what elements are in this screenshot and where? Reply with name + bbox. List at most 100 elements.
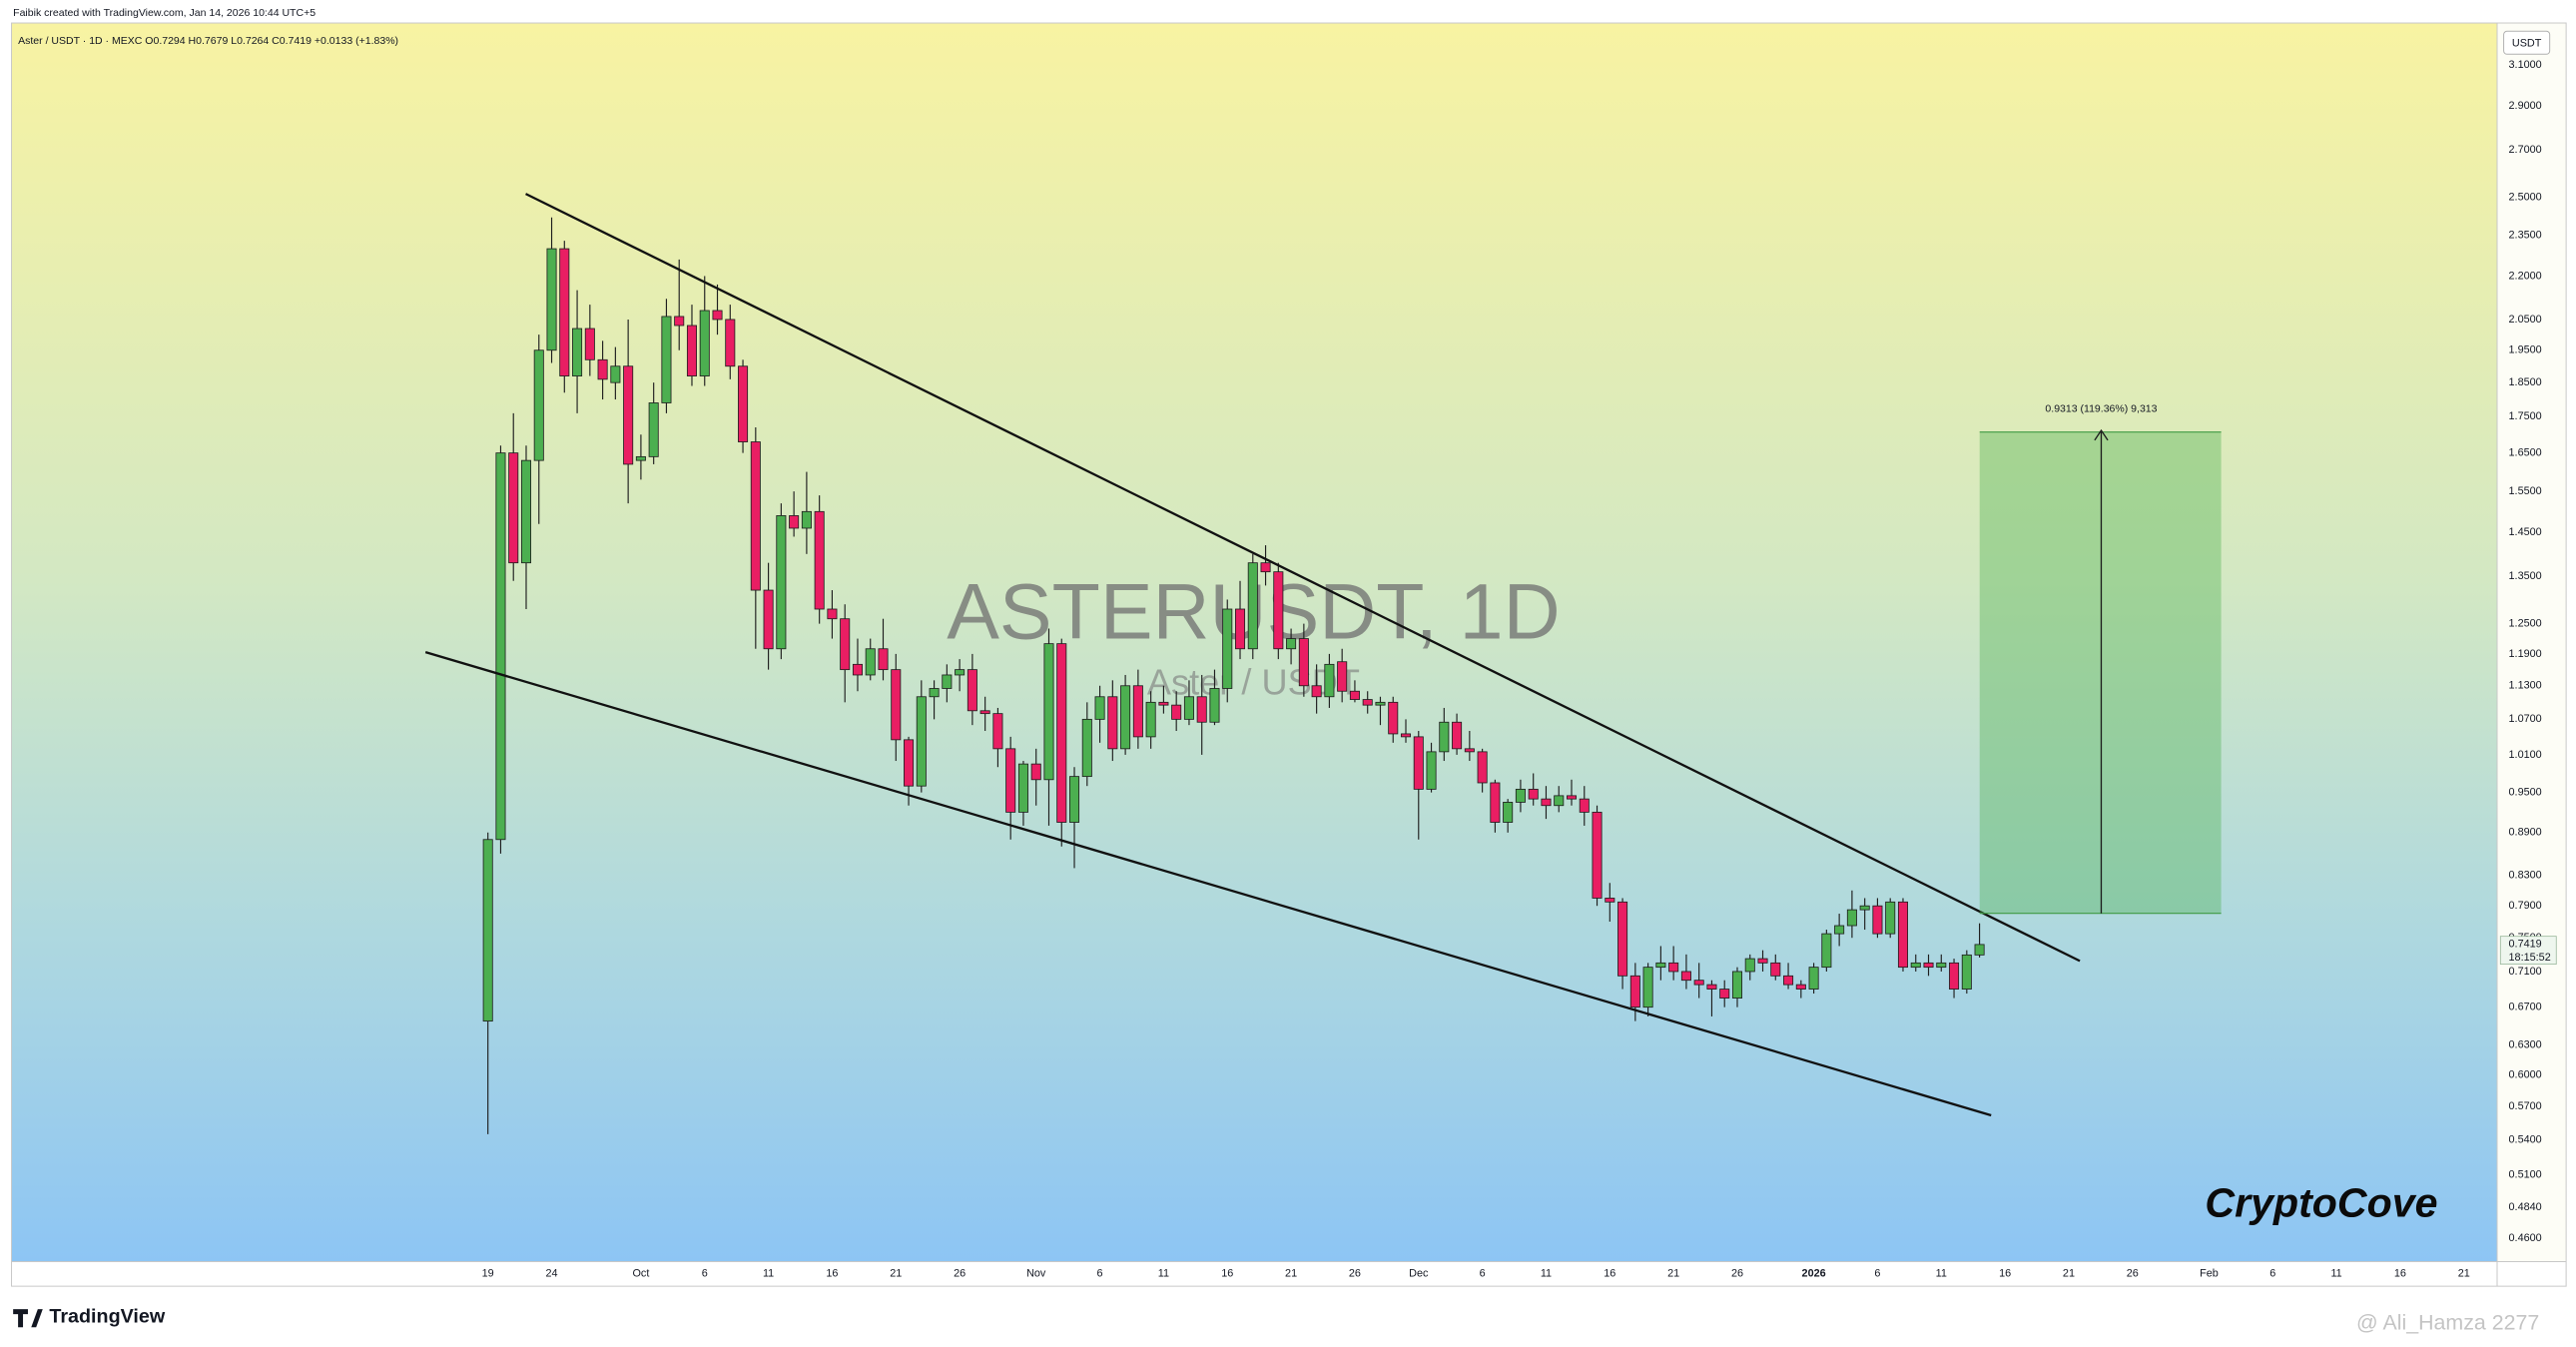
- candle-body: [1094, 696, 1105, 720]
- candle-body: [1235, 608, 1246, 650]
- y-tick-label: 2.2000: [2509, 270, 2542, 282]
- candle-body: [1324, 663, 1335, 698]
- candle-body: [1349, 690, 1360, 700]
- candle-body: [1222, 608, 1233, 689]
- candle-body: [1757, 958, 1768, 964]
- y-tick-label: 2.7000: [2509, 144, 2542, 156]
- candle-body: [1171, 704, 1182, 720]
- candle-body: [966, 669, 977, 712]
- candle-body: [1388, 701, 1399, 735]
- candle-body: [1337, 661, 1348, 692]
- candle-body: [1974, 944, 1985, 956]
- y-tick-label: 0.8900: [2509, 827, 2542, 839]
- lower-trendline: [424, 651, 1992, 1117]
- x-tick-label: 6: [1480, 1268, 1486, 1280]
- candle-body: [1923, 962, 1934, 969]
- x-tick-label: 19: [482, 1268, 494, 1280]
- candle-body: [1490, 782, 1501, 823]
- candle-body: [661, 316, 672, 403]
- candle-body: [610, 365, 621, 383]
- y-tick-label: 1.6500: [2509, 446, 2542, 458]
- candle-body: [699, 310, 710, 376]
- y-tick-label: 1.4500: [2509, 526, 2542, 538]
- candle-body: [1298, 638, 1309, 687]
- x-tick-label: Feb: [2200, 1268, 2219, 1280]
- candle-body: [1541, 798, 1552, 807]
- candle-body: [572, 328, 583, 376]
- candle-body: [635, 455, 646, 461]
- x-tick-label: 11: [2330, 1268, 2341, 1280]
- candle-body: [495, 452, 506, 841]
- x-tick-label: 2026: [1802, 1268, 1826, 1280]
- candle-body: [1107, 696, 1118, 750]
- candle-body: [1158, 701, 1169, 706]
- x-tick-label: 24: [545, 1268, 557, 1280]
- candle-body: [1744, 958, 1755, 973]
- x-tick-label: 26: [1731, 1268, 1743, 1280]
- candle-body: [1069, 776, 1080, 823]
- candle-body: [1629, 975, 1640, 1009]
- candle-body: [1808, 967, 1819, 990]
- candle-body: [1795, 984, 1806, 990]
- candle-body: [763, 589, 774, 650]
- measure-box: [1979, 431, 2222, 914]
- candle-body: [648, 402, 659, 457]
- candle-body: [1183, 696, 1194, 720]
- y-tick-label: 0.7100: [2509, 966, 2542, 978]
- legend: Aster / USDT · 1D · MEXC O0.7294 H0.7679…: [18, 35, 398, 47]
- candle-body: [1311, 685, 1322, 698]
- x-tick-label: 6: [702, 1268, 708, 1280]
- measure-label: 0.9313 (119.36%) 9,313: [2045, 402, 2157, 414]
- time-axis-background: [11, 1261, 2567, 1287]
- candle-body: [533, 349, 544, 461]
- candle-body: [1592, 811, 1603, 899]
- candles: [482, 217, 1985, 1134]
- candle-body: [801, 510, 812, 529]
- x-tick-label: 11: [1936, 1268, 1947, 1280]
- y-tick-label: 2.5000: [2509, 192, 2542, 204]
- x-tick-label: 6: [1874, 1268, 1880, 1280]
- x-tick-label: 21: [890, 1268, 902, 1280]
- x-tick-label: Oct: [632, 1268, 649, 1280]
- y-tick-label: 0.5700: [2509, 1100, 2542, 1112]
- y-tick-label: 0.6700: [2509, 1002, 2542, 1013]
- candle-body: [559, 248, 570, 376]
- candle-body: [482, 839, 493, 1022]
- candle-body: [1554, 795, 1565, 807]
- y-tick-label: 1.2500: [2509, 617, 2542, 629]
- user-watermark: @ Ali_Hamza 2277: [2356, 1311, 2539, 1335]
- candle-body: [1030, 763, 1041, 781]
- candle-body: [814, 510, 825, 610]
- price-axis: 3.1000 2.9000 2.7000 2.5000 2.3500 2.2000 2.05…: [2499, 59, 2557, 1244]
- y-tick-label: 0.4600: [2509, 1232, 2542, 1244]
- x-tick-label: 21: [1285, 1268, 1297, 1280]
- candle-body: [1961, 954, 1972, 990]
- measure-arrowhead: [2094, 428, 2109, 441]
- candle-body: [1910, 962, 1921, 969]
- candle-body: [776, 515, 787, 650]
- candle-body: [1706, 984, 1717, 990]
- candle-body: [1503, 802, 1514, 823]
- candle-body: [1477, 751, 1488, 784]
- y-tick-label: 3.1000: [2509, 59, 2542, 71]
- candle-body: [674, 316, 685, 327]
- candle-body: [1949, 962, 1960, 990]
- y-tick-label: 1.3500: [2509, 570, 2542, 582]
- time-axis: 19 24 Oct 6 11 16 21 26 Nov 6 11 16 21 26 Dec 6 11 16 21 26…: [482, 1268, 2470, 1280]
- candle-body: [789, 515, 800, 529]
- candle-body: [852, 663, 863, 676]
- candle-body: [508, 452, 519, 564]
- x-tick-label: 6: [2269, 1268, 2275, 1280]
- frame: [11, 22, 2567, 1287]
- candle-body: [597, 358, 608, 380]
- y-tick-label: 0.9500: [2509, 786, 2542, 798]
- x-tick-label: 11: [763, 1268, 774, 1280]
- candle-body: [992, 713, 1003, 750]
- x-tick-label: 11: [1541, 1268, 1552, 1280]
- candle-body: [1375, 701, 1386, 706]
- x-tick-label: 26: [954, 1268, 966, 1280]
- candle-body: [891, 669, 902, 741]
- candle-body: [1426, 751, 1437, 790]
- candle-body: [1642, 967, 1653, 1009]
